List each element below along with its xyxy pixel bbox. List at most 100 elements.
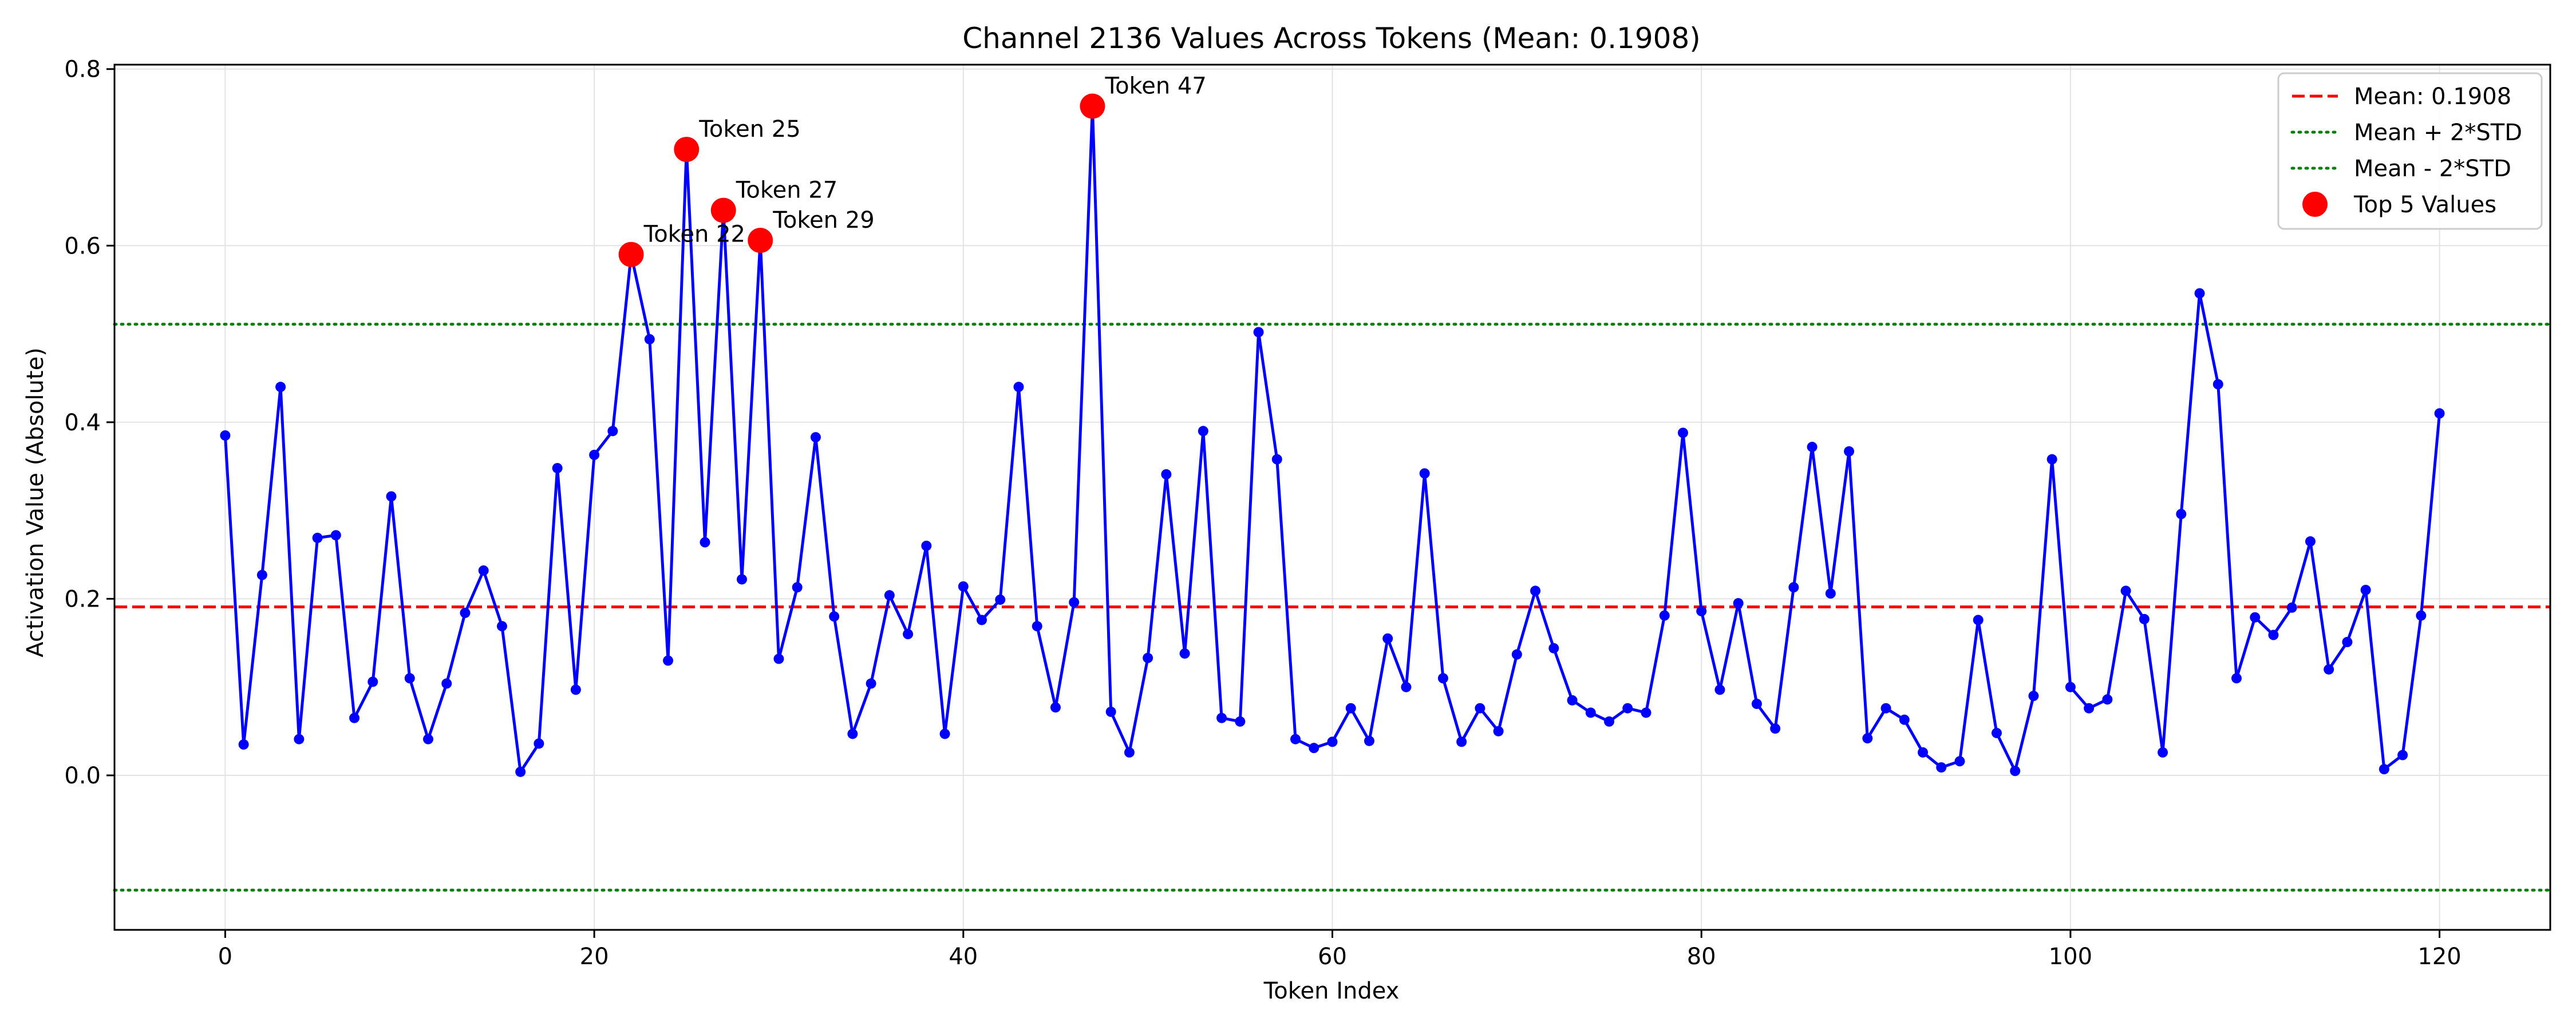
data-point — [386, 491, 397, 502]
series-segment — [2105, 589, 2128, 701]
series-segment — [353, 680, 374, 720]
legend: Mean: 0.1908 Mean + 2*STD Mean - 2*STD Top … — [2277, 72, 2543, 230]
data-point — [1844, 446, 1855, 457]
data-point — [2158, 747, 2168, 758]
series-segment — [906, 544, 928, 636]
series-segment — [851, 682, 873, 735]
data-point — [1622, 703, 1633, 714]
top-values: Token 22 Token 25 Token 27 Token 29 Token 47 — [618, 73, 1207, 267]
data-point — [1788, 582, 1799, 593]
grid-lines — [114, 65, 2550, 930]
series-segment — [390, 494, 412, 680]
data-point — [1345, 703, 1356, 714]
series-segment — [2050, 458, 2072, 689]
series-segment — [870, 593, 891, 686]
series-segment — [1460, 707, 1481, 743]
data-point — [2286, 602, 2297, 613]
data-point — [2434, 408, 2445, 419]
data-point — [1880, 703, 1891, 714]
data-point — [1954, 756, 1965, 767]
data-point — [810, 432, 821, 443]
legend-label: Mean: 0.1908 — [2354, 84, 2511, 110]
series-segment — [2179, 292, 2202, 516]
series-segment — [1202, 429, 1223, 720]
data-point — [2176, 509, 2187, 520]
data-point — [2120, 585, 2131, 596]
data-point — [1309, 743, 1319, 754]
x-tick-label: 100 — [2049, 944, 2092, 970]
data-point — [2102, 694, 2113, 705]
series-segment — [1681, 431, 1703, 613]
series-segment — [1072, 105, 1094, 604]
data-point — [534, 738, 544, 749]
series-segment — [2309, 540, 2330, 671]
series-segment — [297, 536, 319, 741]
data-point — [2250, 612, 2261, 623]
series-segment — [2217, 383, 2238, 680]
series-segment — [1146, 473, 1168, 660]
data-point — [921, 540, 932, 551]
top-value-label: Token 22 — [643, 221, 745, 248]
top-value-label: Token 27 — [736, 177, 837, 204]
data-point — [2342, 637, 2353, 648]
series-segment — [1866, 707, 1888, 740]
data-point — [1936, 762, 1947, 773]
series-segment — [574, 453, 596, 691]
data-point — [2194, 288, 2205, 299]
series-segment — [500, 624, 522, 774]
series-segment — [2364, 588, 2386, 771]
series-segment — [1847, 450, 1869, 740]
series-segment — [648, 338, 670, 662]
series-segment — [998, 385, 1021, 601]
data-point — [1918, 747, 1929, 758]
series-segment — [611, 253, 633, 433]
data-point — [2212, 379, 2223, 390]
top-value-marker — [710, 197, 736, 223]
series-segment — [1958, 618, 1980, 763]
series-segment — [1515, 589, 1537, 656]
data-point — [220, 430, 231, 441]
data-point — [1585, 707, 1596, 718]
data-point — [1050, 702, 1061, 713]
data-point — [1475, 703, 1485, 714]
series-segment — [722, 209, 744, 581]
data-point — [977, 615, 987, 625]
data-point — [1973, 615, 1984, 625]
series-segment — [1903, 718, 1925, 754]
data-point — [1437, 673, 1448, 684]
series-segment — [630, 253, 651, 341]
data-point — [589, 449, 600, 460]
series-segment — [2013, 694, 2035, 772]
data-point — [1401, 682, 1412, 692]
y-axis-ticks: 0.0 0.2 0.4 0.6 0.8 — [64, 57, 114, 789]
data-point — [1899, 714, 1910, 725]
data-point — [2084, 703, 2095, 714]
x-tick-label: 20 — [580, 944, 609, 970]
series-segment — [1386, 637, 1408, 689]
series-segment — [1552, 647, 1574, 702]
data-point — [1069, 597, 1080, 608]
chart-title: Channel 2136 Values Across Tokens (Mean:… — [962, 22, 1701, 55]
series-segment — [1700, 609, 1721, 691]
x-tick-label: 120 — [2417, 944, 2461, 970]
data-point — [792, 582, 803, 593]
series-segment — [1164, 473, 1187, 655]
data-point — [1032, 621, 1042, 632]
data-point — [1161, 469, 1172, 480]
data-point — [1364, 735, 1374, 746]
data-point — [2360, 585, 2371, 595]
series-segment — [777, 585, 799, 660]
x-tick-label: 80 — [1687, 944, 1716, 970]
series-segment — [1257, 330, 1279, 461]
data-point — [496, 621, 507, 632]
data-point — [663, 655, 674, 666]
series-segment — [2143, 617, 2164, 754]
series-segment — [408, 676, 430, 741]
series-segment — [1109, 710, 1131, 754]
x-axis-label: Token Index — [1263, 978, 1400, 1004]
series-segment — [1404, 472, 1427, 689]
data-point — [349, 712, 360, 723]
data-point — [2397, 750, 2408, 760]
series-segment — [279, 385, 301, 741]
data-point — [2046, 454, 2057, 465]
